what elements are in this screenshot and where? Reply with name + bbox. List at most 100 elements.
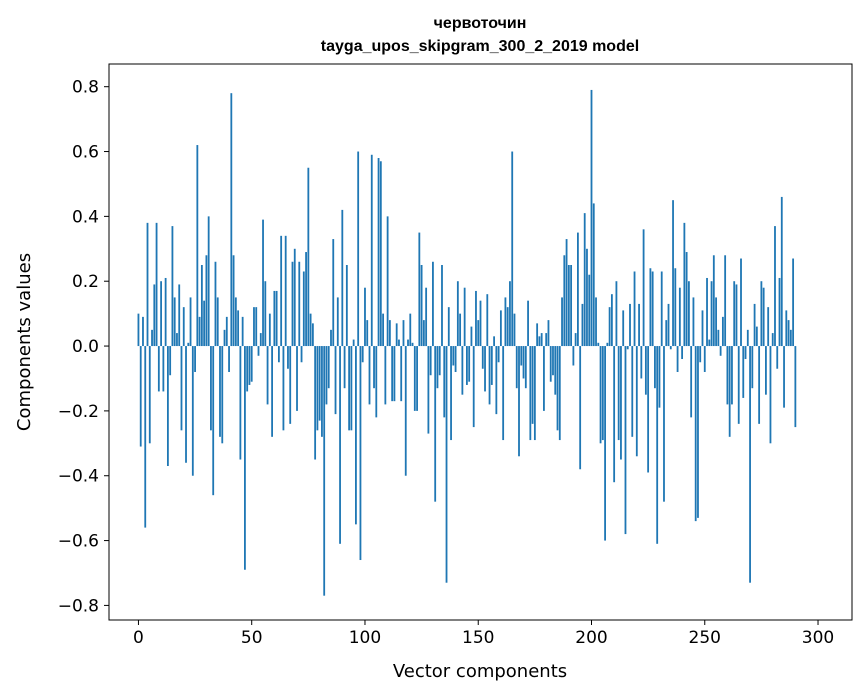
bar-286 [785, 310, 788, 347]
bar-269 [746, 329, 749, 347]
bar-145 [466, 346, 468, 385]
bar-188 [563, 255, 566, 347]
bar-128 [427, 346, 430, 434]
bar-215 [624, 346, 627, 535]
bar-283 [778, 277, 781, 347]
x-tick-label: 250 [689, 628, 721, 648]
bar-226 [649, 268, 652, 347]
bar-194 [577, 232, 579, 347]
bar-89 [339, 346, 341, 544]
bar-258 [721, 316, 724, 347]
bar-44 [237, 310, 240, 347]
bar-4 [146, 222, 149, 347]
bar-15 [171, 226, 174, 347]
bar-68 [291, 261, 294, 347]
y-tick-label: 0.8 [72, 78, 99, 98]
bar-71 [298, 261, 301, 347]
bar-76 [309, 313, 312, 347]
bar-10 [160, 281, 162, 347]
bar-228 [654, 346, 656, 389]
bar-52 [255, 307, 258, 347]
bar-139 [452, 346, 455, 366]
bar-195 [579, 346, 582, 470]
bar-18 [178, 284, 181, 347]
bar-19 [180, 346, 183, 431]
bar-31 [207, 216, 210, 347]
bar-132 [436, 346, 439, 389]
bar-205 [601, 346, 604, 441]
bar-265 [737, 346, 740, 424]
bar-266 [740, 258, 742, 347]
bar-271 [751, 346, 754, 389]
bar-257 [719, 346, 722, 356]
bar-77 [311, 323, 314, 347]
bar-193 [574, 333, 577, 347]
bar-166 [513, 313, 516, 347]
bar-119 [407, 339, 409, 347]
bar-57 [266, 346, 269, 405]
bar-50 [250, 346, 253, 382]
bar-241 [683, 222, 686, 347]
bar-115 [398, 339, 400, 347]
bar-59 [271, 346, 273, 437]
bar-23 [189, 297, 192, 347]
bar-251 [706, 277, 708, 347]
bar-134 [441, 265, 443, 347]
bar-155 [488, 346, 491, 405]
bar-277 [765, 346, 767, 395]
bar-124 [418, 232, 421, 347]
bar-176 [536, 323, 539, 347]
bar-240 [681, 346, 684, 360]
bar-11 [162, 346, 165, 392]
bar-153 [484, 346, 486, 392]
y-tick-label: 0.0 [72, 337, 99, 357]
bar-67 [289, 346, 292, 424]
bar-267 [742, 346, 745, 398]
bar-288 [789, 329, 792, 347]
bar-85 [330, 329, 332, 347]
bar-17 [176, 333, 178, 347]
bar-149 [475, 290, 477, 347]
bar-268 [744, 346, 747, 360]
x-axis-ticks: 0 50 100 150 200 250 300 [133, 620, 834, 648]
bar-196 [581, 303, 584, 347]
bar-168 [518, 346, 520, 457]
y-tick-label: 0.4 [72, 207, 99, 227]
bar-43 [234, 297, 237, 347]
bar-164 [509, 281, 511, 347]
bar-5 [148, 346, 151, 444]
bar-140 [454, 346, 457, 372]
bar-25 [194, 346, 196, 372]
x-tick-label: 200 [575, 628, 607, 648]
x-tick-label: 50 [241, 628, 263, 648]
bar-70 [296, 346, 298, 411]
bar-6 [151, 329, 153, 347]
bar-222 [640, 346, 643, 379]
bar-7 [153, 284, 156, 347]
bar-250 [703, 346, 706, 372]
bar-274 [758, 346, 761, 424]
bar-111 [388, 320, 391, 347]
bar-208 [608, 307, 611, 347]
bar-138 [450, 346, 452, 441]
bar-46 [241, 316, 244, 347]
bar-130 [432, 261, 434, 347]
bar-234 [667, 303, 670, 347]
bar-48 [246, 346, 249, 392]
bar-26 [196, 145, 199, 347]
bar-275 [760, 281, 763, 347]
bar-239 [678, 287, 681, 347]
bar-16 [173, 297, 176, 347]
y-tick-label: −0.2 [58, 402, 99, 422]
bar-163 [506, 307, 509, 347]
bar-49 [248, 346, 251, 385]
bar-110 [386, 216, 389, 347]
bar-182 [549, 346, 552, 382]
bar-74 [305, 252, 307, 347]
bar-142 [459, 313, 462, 347]
bar-237 [674, 268, 677, 347]
bar-172 [527, 300, 529, 347]
bar-95 [352, 339, 355, 347]
y-tick-label: −0.8 [58, 596, 99, 616]
